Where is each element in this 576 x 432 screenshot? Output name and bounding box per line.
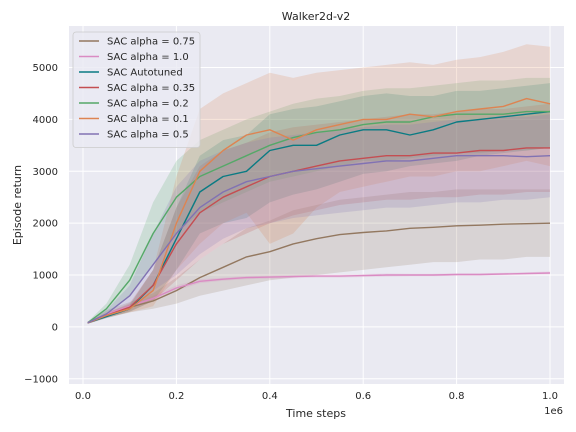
series-lines: [87, 97, 551, 324]
legend-label: SAC alpha = 1.0: [107, 52, 189, 63]
band-series-5: [87, 44, 550, 324]
band-series-6: [87, 114, 550, 324]
y-tick-label: 2000: [33, 219, 58, 230]
line-series-3: [87, 147, 550, 324]
x-tick-label: 0.0: [75, 391, 91, 402]
legend-label: SAC alpha = 0.1: [107, 114, 189, 125]
band-series-4: [87, 77, 550, 324]
chart-title: Walker2d-v2: [282, 10, 350, 23]
y-axis-ticks: −1000 0 1000 2000 3000 4000 5000: [24, 63, 58, 385]
y-axis-label: Episode return: [11, 165, 24, 245]
line-series-5: [87, 97, 551, 324]
line-series-6: [87, 154, 551, 324]
x-axis-label: Time steps: [285, 407, 346, 420]
legend-label: SAC alpha = 0.2: [107, 99, 189, 110]
line-series-0: [87, 222, 551, 324]
y-tick-label: 0: [52, 322, 58, 333]
line-series-4: [87, 110, 550, 324]
y-tick-label: 4000: [33, 115, 58, 126]
y-tick-label: −1000: [24, 374, 58, 385]
x-tick-label: 0.6: [355, 391, 371, 402]
legend: SAC alpha = 0.75 SAC alpha = 1.0 SAC Autot…: [72, 31, 201, 148]
line-series-1: [87, 272, 551, 324]
legend-label: SAC alpha = 0.35: [107, 83, 195, 94]
x-axis-offset-label: 1e6: [544, 406, 563, 417]
y-tick-label: 5000: [33, 63, 58, 74]
band-series-2: [87, 83, 550, 324]
y-tick-label: 1000: [33, 271, 58, 282]
band-series-0: [87, 189, 550, 324]
legend-label: SAC Autotuned: [107, 68, 183, 79]
x-tick-label: 1.0: [542, 391, 558, 402]
legend-label: SAC alpha = 0.75: [107, 37, 195, 48]
x-tick-label: 0.2: [168, 391, 184, 402]
legend-label: SAC alpha = 0.5: [107, 130, 189, 141]
y-tick-label: 3000: [33, 167, 58, 178]
x-tick-label: 0.4: [262, 391, 278, 402]
x-tick-label: 0.8: [449, 391, 465, 402]
legend-frame: [72, 31, 201, 148]
x-axis-ticks: 0.0 0.2 0.4 0.6 0.8 1.0: [75, 391, 558, 402]
